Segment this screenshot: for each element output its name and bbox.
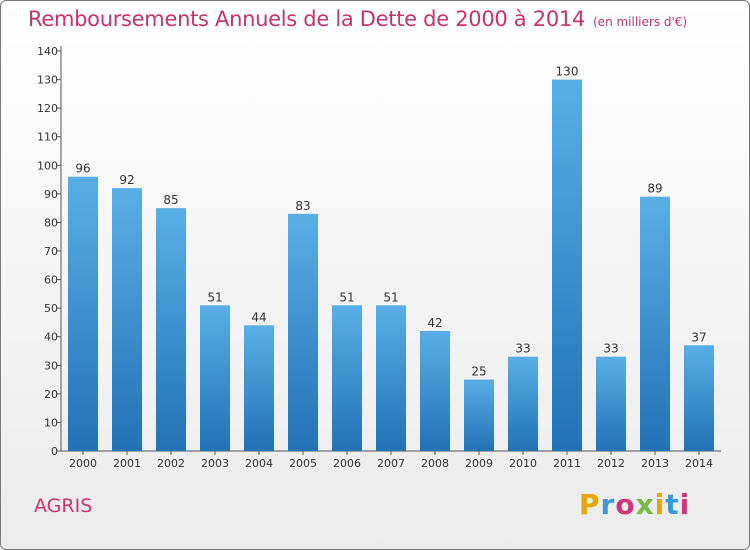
chart-subtitle: (en milliers d'€) (593, 15, 688, 29)
x-tick-label: 2009 (465, 457, 493, 470)
bar (112, 188, 142, 451)
bar (68, 176, 98, 451)
bar (156, 208, 186, 451)
bar-value-label: 89 (647, 182, 662, 196)
bar (684, 345, 714, 451)
x-tick-label: 2014 (685, 457, 713, 470)
bar-value-label: 51 (207, 290, 222, 304)
bar-value-label: 51 (339, 290, 354, 304)
bar-value-label: 130 (556, 65, 579, 79)
y-tick-label: 60 (44, 274, 58, 287)
x-tick-label: 2007 (377, 457, 405, 470)
bar (596, 356, 626, 451)
x-tick-label: 2000 (69, 457, 97, 470)
x-tick-label: 2011 (553, 457, 581, 470)
y-tick-label: 90 (44, 188, 58, 201)
bar (420, 331, 450, 451)
bar (200, 305, 230, 451)
x-tick-label: 2012 (597, 457, 625, 470)
bar-value-label: 25 (471, 365, 486, 379)
bar-value-label: 33 (603, 342, 618, 356)
bar-value-label: 44 (251, 310, 266, 324)
bar (332, 305, 362, 451)
y-tick-label: 0 (51, 445, 58, 458)
y-tick-label: 130 (37, 74, 58, 87)
x-tick-label: 2010 (509, 457, 537, 470)
bar (464, 379, 494, 451)
proxiti-logo: Proxiti (579, 488, 691, 521)
x-tick-label: 2013 (641, 457, 669, 470)
y-tick-label: 100 (37, 159, 58, 172)
y-tick-label: 20 (44, 388, 58, 401)
y-tick-label: 10 (44, 416, 58, 429)
bar-value-label: 33 (515, 342, 530, 356)
bar (508, 356, 538, 451)
y-tick-label: 140 (37, 45, 58, 58)
chart-bars (68, 79, 714, 452)
bar-value-label: 37 (691, 330, 706, 344)
y-tick-label: 120 (37, 102, 58, 115)
bar-value-label: 83 (295, 199, 310, 213)
bar (244, 325, 274, 451)
y-tick-label: 110 (37, 131, 58, 144)
chart-title-text: Remboursements Annuels de la Dette de 20… (28, 7, 585, 31)
bar-value-label: 92 (119, 173, 134, 187)
bar-value-label: 96 (75, 162, 90, 176)
x-tick-label: 2001 (113, 457, 141, 470)
bar (640, 196, 670, 451)
bar-value-label: 42 (427, 316, 442, 330)
bar-value-label: 85 (163, 193, 178, 207)
y-tick-label: 50 (44, 302, 58, 315)
bar (288, 213, 318, 451)
x-tick-label: 2004 (245, 457, 273, 470)
x-tick-label: 2006 (333, 457, 361, 470)
y-tick-label: 80 (44, 216, 58, 229)
bar (552, 79, 582, 452)
x-tick-label: 2008 (421, 457, 449, 470)
y-tick-label: 70 (44, 245, 58, 258)
chart-axes: 0 10 20 30 40 50 60 70 80 90 100 110 120 130 140 (37, 45, 721, 458)
bar-value-label: 51 (383, 290, 398, 304)
x-tick-label: 2005 (289, 457, 317, 470)
x-tick-label: 2002 (157, 457, 185, 470)
chart-labels: 96 2000 92 2001 85 2002 51 2003 44 2004 83 2005 51 20… (69, 65, 713, 470)
bar (376, 305, 406, 451)
y-tick-label: 30 (44, 359, 58, 372)
commune-name: AGRIS (34, 495, 93, 517)
chart-title: Remboursements Annuels de la Dette de 20… (28, 7, 687, 31)
x-tick-label: 2003 (201, 457, 229, 470)
y-tick-label: 40 (44, 331, 58, 344)
